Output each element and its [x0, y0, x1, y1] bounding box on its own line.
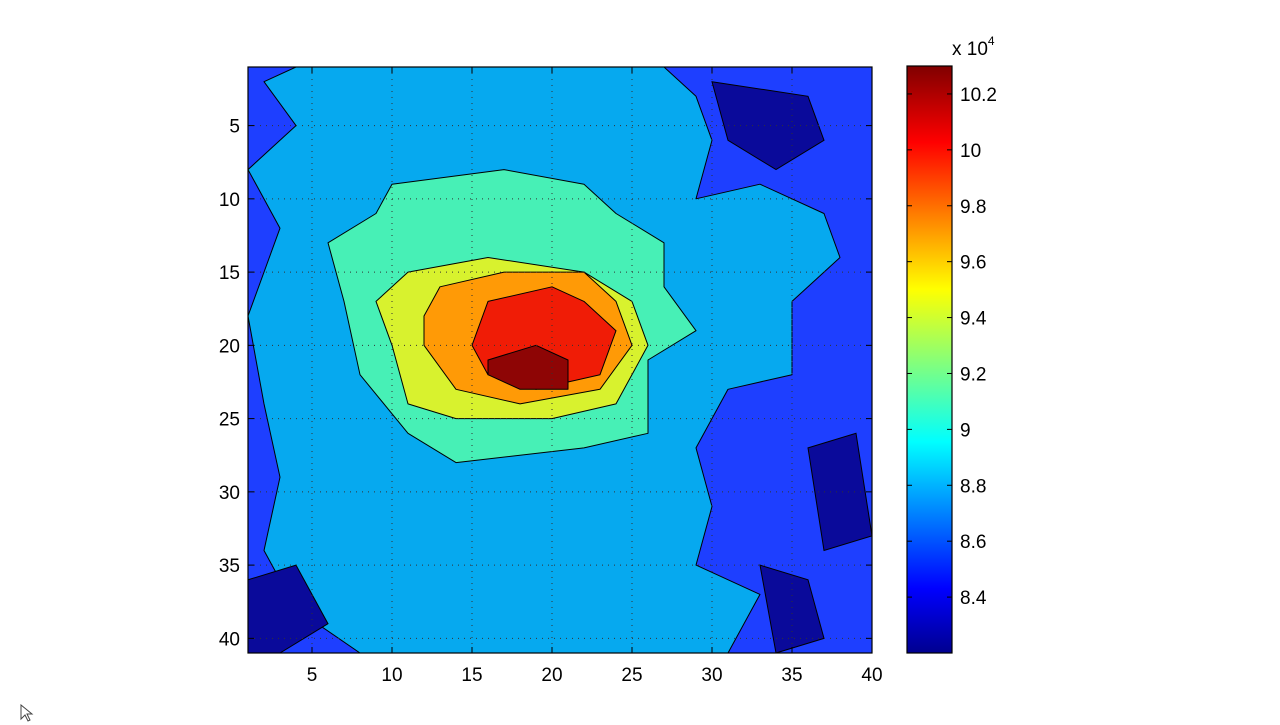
y-tick-label: 40	[219, 629, 240, 650]
x-axis: 5 10 15 20 25 30 35 40	[307, 67, 883, 686]
y-tick-label: 25	[219, 410, 240, 431]
y-tick-label: 20	[219, 336, 240, 357]
y-tick-label: 35	[219, 556, 240, 577]
colorbar-tick-label: 8.6	[960, 532, 986, 553]
x-tick-label: 40	[861, 665, 882, 686]
contour-level-low	[711, 81, 825, 171]
colorbar-tick-label: 8.8	[960, 476, 986, 497]
x-tick-label: 25	[621, 665, 642, 686]
x-tick-label: 15	[461, 665, 482, 686]
axes-box	[247, 66, 873, 654]
colorbar-exponent: x 104	[952, 34, 995, 60]
mouse-pointer-icon	[20, 704, 34, 722]
colorbar-tick-label: 10	[960, 141, 981, 162]
y-tick-label: 30	[219, 483, 240, 504]
colorbar-tick-label: 9.2	[960, 364, 986, 385]
colorbar-tick-label: 10.2	[960, 85, 997, 106]
y-tick-label: 5	[229, 117, 240, 138]
y-tick-label: 15	[219, 263, 240, 284]
y-axis: 5 10 15 20 25 30 35 40	[219, 117, 872, 650]
x-tick-label: 10	[381, 665, 402, 686]
colorbar-tick-label: 9.4	[960, 309, 987, 330]
grid-lines	[248, 67, 873, 653]
colorbar-ticks: 8.4 8.6 8.8 9 9.2 9.4 9.6 9.8 10 10.2	[907, 85, 997, 609]
contour-level-low	[248, 564, 329, 653]
colorbar-tick-label: 9.6	[960, 253, 986, 274]
contour-level-low	[807, 432, 872, 552]
colorbar-tick-label: 8.4	[960, 588, 987, 609]
x-tick-label: 35	[781, 665, 802, 686]
contour-plot-area	[248, 67, 872, 653]
x-tick-label: 20	[541, 665, 562, 686]
x-tick-label: 5	[307, 665, 318, 686]
colorbar	[906, 65, 953, 654]
x-tick-label: 30	[701, 665, 722, 686]
y-tick-label: 10	[219, 190, 240, 211]
colorbar-tick-label: 9	[960, 420, 971, 441]
colorbar-tick-label: 9.8	[960, 197, 986, 218]
colorbar-exponent-power: 4	[988, 34, 995, 48]
